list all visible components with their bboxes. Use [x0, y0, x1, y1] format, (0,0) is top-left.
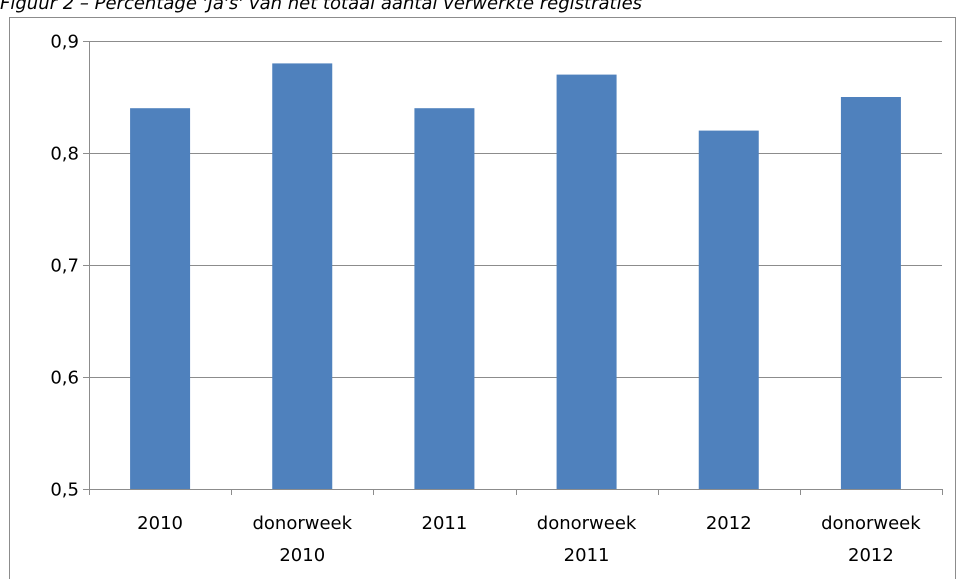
x-tick-label: donorweek 2011	[537, 513, 637, 566]
x-tick-label-line: 2010	[279, 545, 325, 566]
y-tick-label: 0,9	[50, 32, 79, 53]
x-tick-label-line: 2011	[564, 545, 610, 566]
x-tick-label-line: 2012	[848, 545, 894, 566]
y-axis-tick-labels: 0,5 0,6 0,7 0,8 0,9	[50, 32, 79, 501]
x-tick-label-line: 2012	[706, 513, 752, 534]
x-tick-label: 2012	[706, 513, 752, 534]
bar	[556, 74, 617, 489]
gridlines	[83, 41, 942, 490]
x-tick-label-line: donorweek	[821, 513, 921, 534]
bar	[414, 108, 475, 489]
x-tick-label-line: 2011	[422, 513, 468, 534]
x-axis	[89, 41, 943, 495]
y-tick-label: 0,6	[50, 368, 79, 389]
x-tick-label-line: 2010	[137, 513, 183, 534]
x-tick-label: donorweek 2010	[252, 513, 352, 566]
y-tick-label: 0,8	[50, 144, 79, 165]
x-tick-label: 2011	[422, 513, 468, 534]
bar	[272, 63, 333, 490]
x-tick-label: donorweek 2012	[821, 513, 921, 566]
x-tick-label-line: donorweek	[537, 513, 637, 534]
chart-frame	[9, 17, 956, 579]
bar	[130, 108, 191, 489]
bars	[130, 63, 901, 490]
x-tick-label: 2010	[137, 513, 183, 534]
x-tick-label-line: donorweek	[252, 513, 352, 534]
bar	[698, 130, 759, 489]
y-tick-label: 0,5	[50, 480, 79, 501]
bar	[840, 97, 901, 489]
figure-caption: Figuur 2 – Percentage 'Ja's' van het tot…	[0, 0, 643, 14]
y-tick-label: 0,7	[50, 256, 79, 277]
